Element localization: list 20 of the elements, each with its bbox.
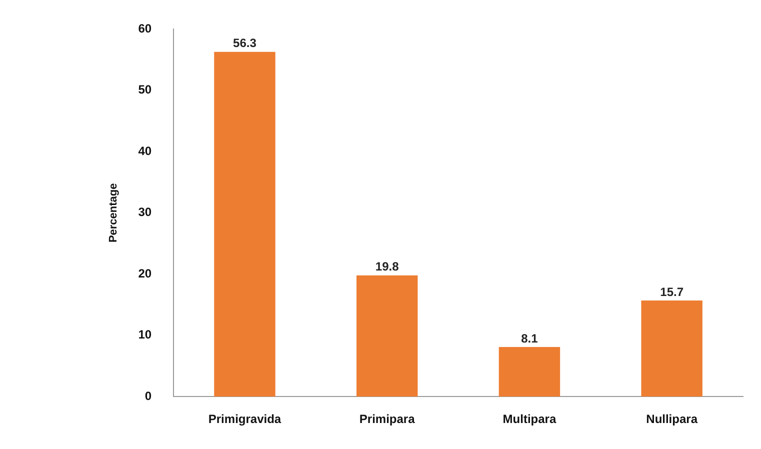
x-tick-label: Primigravida: [208, 412, 282, 426]
bar: [641, 300, 702, 397]
bar: [498, 347, 560, 397]
data-label: 56.3: [233, 36, 257, 50]
x-tick-label: Multipara: [502, 412, 556, 426]
y-tick-label: 30: [138, 205, 152, 220]
y-tick-label: 50: [138, 82, 152, 97]
data-label: 15.7: [660, 284, 684, 299]
y-axis-title: Percentage: [108, 183, 120, 243]
bar: [356, 275, 418, 397]
y-tick-label: 10: [138, 328, 152, 342]
y-tick-label: 0: [144, 388, 152, 403]
y-tick-label: 20: [138, 266, 152, 280]
bar: [214, 52, 276, 397]
data-label: 8.1: [521, 331, 538, 346]
x-tick-label: Primipara: [359, 412, 416, 426]
y-tick-label: 60: [138, 22, 152, 36]
x-tick-label: Nullipara: [646, 412, 698, 426]
data-label: 19.8: [375, 260, 400, 274]
y-tick-label: 40: [138, 144, 152, 158]
